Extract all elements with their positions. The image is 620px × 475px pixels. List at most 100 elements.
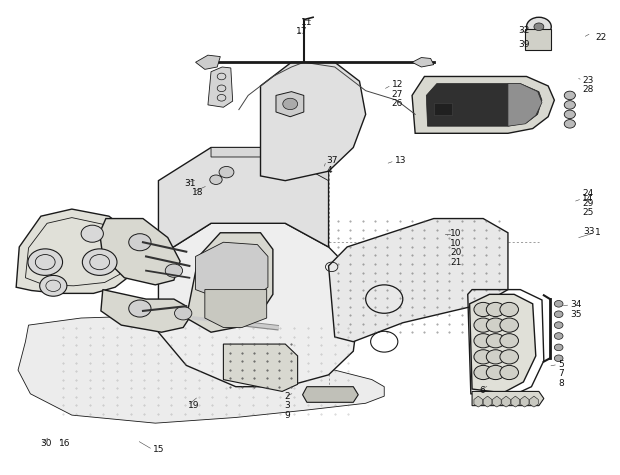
Circle shape — [174, 307, 192, 320]
Polygon shape — [205, 290, 267, 327]
Polygon shape — [502, 396, 510, 407]
Text: 32: 32 — [518, 26, 529, 35]
Text: 19: 19 — [187, 401, 199, 410]
Circle shape — [500, 318, 518, 332]
Text: 24: 24 — [583, 190, 594, 199]
Text: 37: 37 — [326, 156, 337, 165]
Polygon shape — [276, 92, 304, 117]
Circle shape — [526, 17, 551, 36]
Text: 20: 20 — [450, 248, 462, 257]
Text: 16: 16 — [59, 439, 70, 448]
Circle shape — [486, 333, 505, 348]
Circle shape — [554, 344, 563, 351]
Polygon shape — [469, 294, 536, 393]
Circle shape — [283, 98, 298, 110]
Text: 4: 4 — [326, 166, 332, 175]
Polygon shape — [472, 391, 544, 406]
Circle shape — [166, 264, 182, 277]
Text: 12: 12 — [392, 80, 403, 89]
Circle shape — [564, 101, 575, 109]
Circle shape — [82, 249, 117, 276]
Text: 27: 27 — [392, 90, 403, 99]
Polygon shape — [508, 84, 542, 126]
Circle shape — [500, 303, 518, 317]
Circle shape — [554, 311, 563, 318]
Polygon shape — [208, 67, 232, 107]
Text: 29: 29 — [583, 199, 594, 208]
Circle shape — [554, 355, 563, 361]
Circle shape — [474, 350, 492, 364]
Text: 13: 13 — [395, 156, 406, 165]
Polygon shape — [159, 148, 329, 256]
Text: 6: 6 — [479, 386, 485, 395]
Circle shape — [486, 303, 505, 317]
Circle shape — [40, 276, 67, 296]
Text: 21: 21 — [450, 257, 462, 266]
Circle shape — [210, 175, 222, 184]
Text: 9: 9 — [285, 410, 290, 419]
Text: 30: 30 — [40, 439, 52, 448]
Polygon shape — [195, 242, 268, 300]
Polygon shape — [195, 55, 220, 69]
Polygon shape — [474, 396, 482, 407]
Circle shape — [129, 234, 151, 251]
Text: 7: 7 — [558, 370, 564, 379]
Circle shape — [554, 322, 563, 328]
Circle shape — [474, 318, 492, 332]
Text: 28: 28 — [583, 85, 594, 94]
Text: 1: 1 — [595, 228, 600, 238]
Text: 5: 5 — [558, 360, 564, 369]
Circle shape — [81, 225, 104, 242]
Polygon shape — [427, 84, 542, 126]
Text: 23: 23 — [583, 76, 594, 85]
Circle shape — [474, 333, 492, 348]
Text: 18: 18 — [192, 188, 203, 197]
Polygon shape — [520, 396, 529, 407]
Text: 8: 8 — [558, 379, 564, 388]
Text: 10: 10 — [450, 238, 462, 247]
Polygon shape — [483, 396, 492, 407]
Polygon shape — [434, 103, 452, 115]
Polygon shape — [18, 316, 384, 423]
Text: 11: 11 — [301, 18, 313, 27]
Polygon shape — [100, 218, 180, 285]
Circle shape — [219, 166, 234, 178]
Circle shape — [500, 350, 518, 364]
Polygon shape — [16, 209, 137, 294]
Text: 10: 10 — [450, 229, 462, 238]
Circle shape — [554, 332, 563, 339]
Text: 33: 33 — [583, 228, 595, 237]
Circle shape — [554, 301, 563, 307]
Text: 17: 17 — [296, 27, 308, 36]
Polygon shape — [511, 396, 520, 407]
Circle shape — [486, 350, 505, 364]
Text: 14: 14 — [582, 194, 593, 203]
Polygon shape — [260, 62, 366, 180]
Circle shape — [564, 91, 575, 100]
Circle shape — [474, 365, 492, 380]
Text: 22: 22 — [595, 33, 606, 42]
Text: 3: 3 — [285, 401, 290, 410]
Circle shape — [564, 120, 575, 128]
Polygon shape — [303, 387, 358, 402]
Polygon shape — [159, 223, 360, 387]
Circle shape — [28, 249, 63, 276]
Text: 35: 35 — [570, 310, 582, 319]
Text: 25: 25 — [583, 209, 594, 218]
Text: 34: 34 — [570, 300, 582, 309]
Circle shape — [129, 300, 151, 317]
Circle shape — [486, 365, 505, 380]
Circle shape — [474, 303, 492, 317]
Polygon shape — [186, 233, 273, 332]
Polygon shape — [223, 344, 298, 391]
Polygon shape — [412, 57, 434, 67]
Text: 15: 15 — [153, 445, 164, 454]
Polygon shape — [529, 396, 538, 407]
Circle shape — [564, 110, 575, 119]
Polygon shape — [492, 396, 501, 407]
Text: 39: 39 — [518, 40, 529, 49]
Polygon shape — [412, 76, 554, 133]
Polygon shape — [211, 148, 329, 180]
Polygon shape — [525, 29, 551, 50]
Circle shape — [486, 318, 505, 332]
